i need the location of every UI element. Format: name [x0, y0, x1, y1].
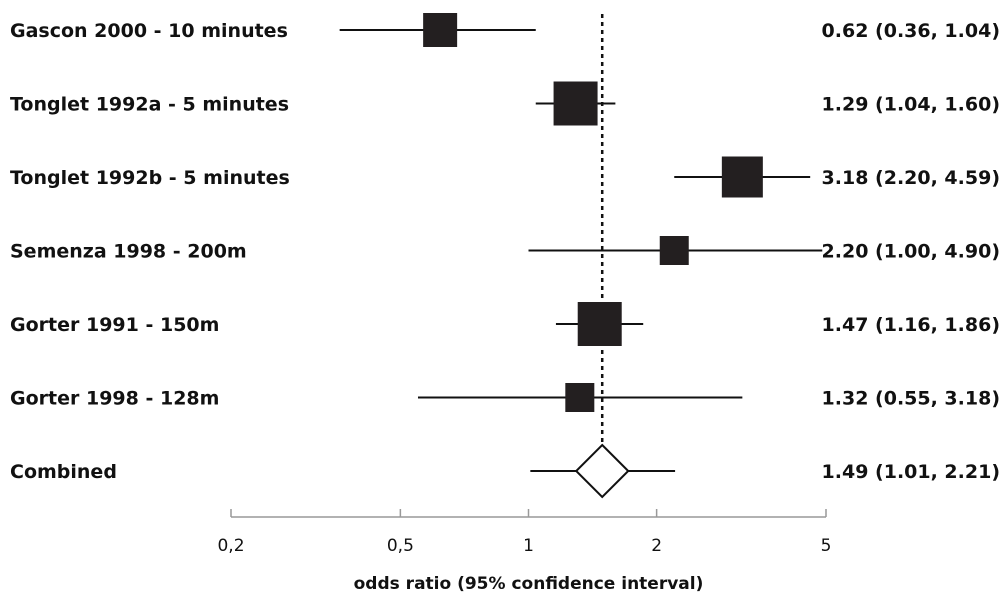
estimate-label: 1.32 (0.55, 3.18): [822, 388, 1000, 410]
point-estimate-square: [577, 302, 622, 346]
x-axis: 0,2 0,5 1 2 5: [217, 509, 831, 556]
combined-estimate-label: 1.49 (1.01, 2.21): [822, 461, 1000, 483]
estimate-label: 3.18 (2.20, 4.59): [822, 167, 1000, 189]
point-estimate-square: [659, 236, 689, 265]
x-tick-label: 1: [523, 536, 534, 556]
combined-label: Combined: [10, 461, 117, 483]
study-label: Semenza 1998 - 200m: [10, 241, 247, 263]
study-row: Semenza 1998 - 200m 2.20 (1.00, 4.90): [10, 236, 1000, 265]
study-row: Gorter 1998 - 128m 1.32 (0.55, 3.18): [10, 383, 1000, 412]
study-label: Gorter 1991 - 150m: [10, 314, 219, 336]
study-row: Gascon 2000 - 10 minutes 0.62 (0.36, 1.04…: [10, 13, 1000, 47]
study-label: Gorter 1998 - 128m: [10, 388, 219, 410]
study-label: Tonglet 1992a - 5 minutes: [10, 94, 289, 116]
study-row: Tonglet 1992b - 5 minutes 3.18 (2.20, 4.5…: [10, 156, 1000, 198]
x-tick-label: 5: [821, 536, 832, 556]
point-estimate-square: [565, 383, 595, 412]
combined-diamond: [574, 443, 630, 499]
estimate-label: 0.62 (0.36, 1.04): [822, 20, 1000, 42]
point-estimate-square: [721, 156, 763, 198]
study-row: Gorter 1991 - 150m 1.47 (1.16, 1.86): [10, 302, 1000, 346]
x-tick-label: 0,2: [217, 536, 244, 556]
estimate-label: 2.20 (1.00, 4.90): [822, 241, 1000, 263]
x-tick-label: 0,5: [387, 536, 414, 556]
point-estimate-square: [423, 13, 458, 47]
combined-row: Combined 1.49 (1.01, 2.21): [10, 443, 1000, 499]
x-tick-label: 2: [651, 536, 662, 556]
study-label: Tonglet 1992b - 5 minutes: [10, 167, 290, 189]
study-rows: Gascon 2000 - 10 minutes 0.62 (0.36, 1.04…: [10, 13, 1000, 499]
estimate-label: 1.29 (1.04, 1.60): [822, 94, 1000, 116]
x-axis-title: odds ratio (95% confidence interval): [354, 574, 704, 594]
study-row: Tonglet 1992a - 5 minutes 1.29 (1.04, 1.6…: [10, 81, 1000, 126]
study-label: Gascon 2000 - 10 minutes: [10, 20, 288, 42]
point-estimate-square: [553, 81, 598, 126]
estimate-label: 1.47 (1.16, 1.86): [822, 314, 1000, 336]
